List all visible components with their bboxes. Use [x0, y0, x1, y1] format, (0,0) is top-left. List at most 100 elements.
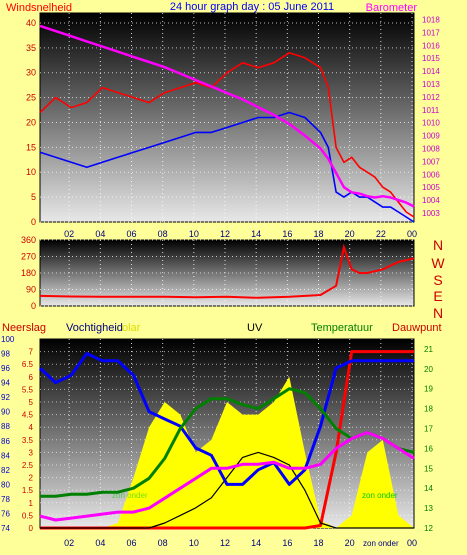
direction-letter-s: S: [433, 272, 442, 288]
direction-panel-bg: [39, 239, 415, 307]
uv-tick-label: 3: [29, 448, 34, 457]
y2-tick-label: 1009: [422, 132, 440, 141]
right-axis-title: Barometer: [366, 2, 418, 14]
uv-tick-label: 4.5: [22, 411, 34, 420]
y-tick-label: 30: [26, 68, 36, 78]
direction-letter-e: E: [433, 288, 442, 304]
series-line-barometer: [39, 24, 415, 208]
temperature-tick-label: 13: [424, 504, 433, 513]
uv-tick-label: 2: [29, 474, 34, 483]
wind-panel-bg: [39, 12, 415, 223]
uv-tick-label: 6.5: [22, 360, 34, 369]
y2-tick-label: 1004: [422, 196, 440, 205]
y-tick-label: 10: [26, 167, 36, 177]
x-tick-label: 10: [189, 229, 199, 239]
series-line-windsnelheid: [39, 51, 415, 218]
y-tick-label: 270: [21, 252, 36, 262]
series-area-solar: [40, 376, 414, 528]
temperature-tick-label: 19: [424, 385, 433, 394]
x-tick-label: 14: [251, 229, 261, 239]
uv-label: UV: [247, 322, 263, 334]
y-tick-label: 40: [26, 18, 36, 28]
y-tick-label: 0: [31, 301, 36, 311]
temperatuur-label: Temperatuur: [311, 322, 373, 334]
series-line-windstoot: [39, 111, 415, 223]
humidity-tick-label: 76: [1, 509, 10, 518]
dauwpunt-label: Dauwpunt: [392, 322, 442, 334]
x-tick-label: 16: [282, 229, 292, 239]
y2-tick-label: 1018: [422, 15, 440, 24]
temperature-tick-label: 21: [424, 345, 433, 354]
temperature-tick-label: 12: [424, 524, 433, 533]
x-tick-label: 18: [313, 538, 323, 548]
humidity-tick-label: 74: [1, 524, 10, 533]
humidity-tick-label: 100: [1, 335, 15, 344]
zon-onder-annotation-faint: zon onder: [112, 491, 148, 500]
humidity-tick-label: 78: [1, 495, 10, 504]
y2-tick-label: 1005: [422, 183, 440, 192]
neerslag-label: Neerslag: [2, 322, 46, 334]
y-tick-label: 20: [26, 117, 36, 127]
x-tick-label: 12: [220, 538, 230, 548]
y-tick-label: 360: [21, 235, 36, 245]
y2-tick-label: 1013: [422, 80, 440, 89]
x-tick-label: 16: [282, 538, 292, 548]
y2-tick-label: 1008: [422, 144, 440, 153]
vochtigheid-label: Vochtigheid: [66, 322, 123, 334]
uv-tick-label: 4: [29, 423, 34, 432]
temperature-tick-label: 15: [424, 464, 433, 473]
x-tick-label: 06: [126, 538, 136, 548]
temperature-tick-label: 17: [424, 425, 433, 434]
uv-tick-label: 1.5: [22, 486, 34, 495]
humidity-tick-label: 80: [1, 480, 10, 489]
series-line-windrichting: [39, 243, 415, 299]
temperature-tick-label: 16: [424, 444, 433, 453]
y2-tick-label: 1007: [422, 157, 440, 166]
humidity-tick-label: 86: [1, 437, 10, 446]
direction-letter-n-bottom: N: [433, 305, 443, 321]
y2-tick-label: 1012: [422, 93, 440, 102]
grid-layer: [40, 13, 414, 529]
y-tick-label: 5: [31, 192, 36, 202]
solar-label-fragment: olar: [122, 322, 141, 334]
x-tick-label: 20: [345, 229, 355, 239]
y2-tick-label: 1011: [422, 106, 440, 115]
y-tick-label: 180: [21, 268, 36, 278]
uv-tick-label: 3.5: [22, 436, 34, 445]
y2-tick-label: 1017: [422, 28, 440, 37]
x-tick-label: 02: [64, 538, 74, 548]
uv-tick-label: 0.5: [22, 511, 34, 520]
x-tick-label: 08: [158, 229, 168, 239]
x-tick-label: zon onder: [363, 539, 399, 548]
humidity-tick-label: 88: [1, 422, 10, 431]
left-axis-title: Windsnelheid: [6, 2, 72, 14]
direction-letter-n-top: N: [433, 237, 443, 253]
y2-tick-label: 1016: [422, 41, 440, 50]
x-tick-label: 04: [95, 229, 105, 239]
uv-tick-label: 6: [29, 373, 34, 382]
humidity-tick-label: 94: [1, 379, 10, 388]
x-tick-label: 00: [407, 229, 417, 239]
series-line-vochtigheid: [38, 352, 414, 486]
temperature-tick-label: 20: [424, 365, 433, 374]
humidity-tick-label: 84: [1, 451, 10, 460]
x-tick-label: 04: [95, 538, 105, 548]
uv-tick-label: 1: [29, 499, 34, 508]
temperature-tick-label: 18: [424, 405, 433, 414]
x-tick-label: 22: [376, 229, 386, 239]
y-tick-label: 25: [26, 93, 36, 103]
humidity-tick-label: 98: [1, 350, 10, 359]
chart-title: 24 hour graph day : 05 June 2011: [170, 1, 334, 13]
y2-tick-label: 1015: [422, 54, 440, 63]
y-tick-label: 15: [26, 142, 36, 152]
humidity-tick-label: 82: [1, 466, 10, 475]
humidity-tick-label: 92: [1, 393, 10, 402]
zon-onder-annotation: zon onder: [362, 491, 398, 500]
x-tick-label: 10: [189, 538, 199, 548]
humidity-tick-label: 96: [1, 364, 10, 373]
uv-tick-label: 2.5: [22, 461, 34, 470]
y-tick-label: 90: [26, 285, 36, 295]
